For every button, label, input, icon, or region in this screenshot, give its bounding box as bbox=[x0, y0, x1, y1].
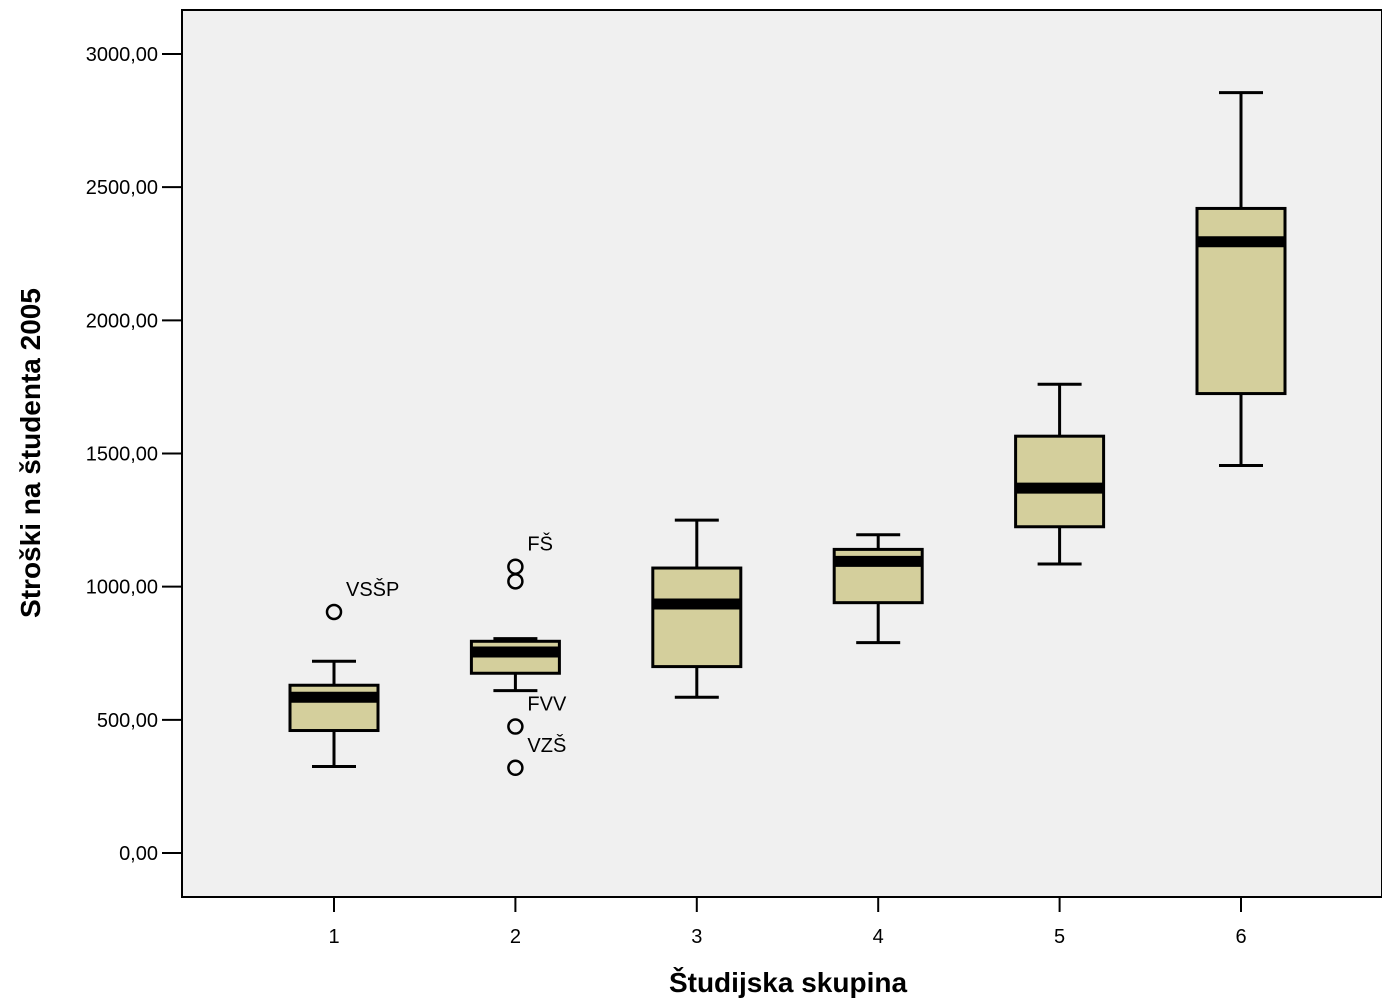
box-group-4 bbox=[832, 533, 924, 645]
y-axis: 0,00 500,00 1000,00 1500,00 2000,00 2500,00 30… bbox=[86, 44, 182, 865]
x-tick-label: 4 bbox=[873, 926, 884, 948]
x-axis: 1 2 3 4 5 6 bbox=[328, 897, 1247, 948]
box-group-3 bbox=[651, 518, 743, 699]
x-tick-label: 6 bbox=[1235, 926, 1246, 948]
box-group-5 bbox=[1014, 382, 1106, 566]
y-tick-label: 3000,00 bbox=[86, 44, 158, 66]
box-series bbox=[288, 91, 1287, 768]
box-group-1 bbox=[288, 659, 380, 768]
y-tick-label: 500,00 bbox=[97, 710, 158, 732]
box-group-2 bbox=[469, 637, 561, 693]
x-tick-label: 2 bbox=[510, 926, 521, 948]
outlier-series: VSŠP FŠ FVV VZŠ bbox=[325, 533, 567, 777]
outlier-label: FŠ bbox=[527, 533, 553, 556]
y-tick-label: 1000,00 bbox=[86, 577, 158, 599]
outlier-point bbox=[507, 718, 524, 735]
box-group-6 bbox=[1195, 91, 1287, 467]
iqr-box bbox=[651, 566, 743, 669]
x-tick-label: 1 bbox=[328, 926, 339, 948]
outlier-point bbox=[325, 603, 343, 621]
iqr-box bbox=[1014, 434, 1106, 529]
y-tick-label: 0,00 bbox=[119, 843, 158, 865]
y-tick-label: 1500,00 bbox=[86, 444, 158, 466]
x-tick-label: 5 bbox=[1054, 926, 1065, 948]
y-tick-label: 2500,00 bbox=[86, 177, 158, 199]
outlier-point bbox=[507, 759, 524, 777]
y-axis-title: Stroški na študenta 2005 bbox=[15, 288, 46, 618]
y-tick-label: 2000,00 bbox=[86, 310, 158, 332]
plot-area bbox=[181, 9, 1382, 898]
x-axis-title: Študijska skupina bbox=[669, 966, 907, 998]
outlier-label: VZŠ bbox=[527, 734, 566, 757]
outlier-point bbox=[507, 573, 524, 590]
outlier-label: VSŠP bbox=[346, 578, 399, 601]
outlier-label: FVV bbox=[527, 694, 567, 716]
x-tick-label: 3 bbox=[691, 926, 702, 948]
iqr-box bbox=[1195, 206, 1287, 396]
